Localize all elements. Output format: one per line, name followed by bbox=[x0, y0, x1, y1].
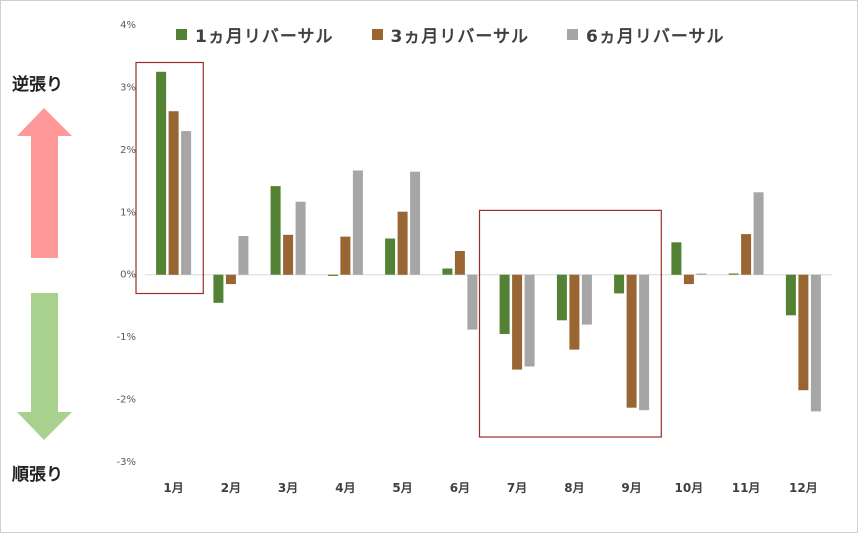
bar-2-10 bbox=[683, 274, 694, 285]
bar-2-7 bbox=[512, 274, 523, 370]
bar-2-5 bbox=[397, 211, 408, 275]
x-tick-label: 11月 bbox=[732, 481, 761, 495]
x-tick-label: 3月 bbox=[278, 481, 298, 495]
bar-2-9 bbox=[626, 274, 637, 408]
y-tick-label: -1% bbox=[117, 332, 136, 343]
bar-3-1 bbox=[181, 131, 192, 275]
bar-1-4 bbox=[327, 274, 338, 276]
x-tick-label: 9月 bbox=[621, 481, 641, 495]
bar-1-2 bbox=[213, 274, 224, 303]
legend-swatch-3m bbox=[371, 29, 383, 40]
y-tick-label: 4% bbox=[120, 20, 136, 31]
highlight-box-2 bbox=[478, 209, 662, 438]
bar-1-5 bbox=[385, 238, 396, 275]
bar-2-3 bbox=[283, 234, 294, 275]
up-arrow-icon bbox=[17, 108, 72, 258]
bar-3-3 bbox=[295, 201, 306, 275]
bar-3-6 bbox=[467, 274, 478, 330]
momentum-label: 順張り bbox=[12, 465, 63, 485]
x-tick-label: 10月 bbox=[675, 481, 704, 495]
bar-3-7 bbox=[524, 274, 535, 367]
bar-2-12 bbox=[798, 274, 809, 391]
y-tick-label: 0% bbox=[120, 270, 136, 281]
y-tick-label: 2% bbox=[120, 145, 136, 156]
bar-1-1 bbox=[156, 71, 167, 275]
bar-1-10 bbox=[671, 242, 682, 275]
bar-2-8 bbox=[569, 274, 580, 350]
bar-1-7 bbox=[499, 274, 510, 334]
bar-1-6 bbox=[442, 268, 453, 275]
bar-2-11 bbox=[741, 234, 752, 275]
legend-swatch-1m bbox=[176, 29, 187, 40]
bar-1-12 bbox=[785, 274, 796, 316]
bar-3-11 bbox=[753, 192, 764, 275]
x-tick-label: 5月 bbox=[392, 481, 412, 495]
bar-2-1 bbox=[168, 111, 179, 275]
contrarian-label: 逆張り bbox=[12, 75, 63, 95]
legend-item-3m: 3ヵ月リバーサル bbox=[371, 22, 530, 47]
bar-3-10 bbox=[696, 273, 707, 275]
bar-1-8 bbox=[556, 274, 567, 321]
y-tick-label: -3% bbox=[117, 457, 136, 468]
bar-3-5 bbox=[410, 171, 421, 275]
bar-2-4 bbox=[340, 236, 351, 275]
bar-2-2 bbox=[225, 274, 236, 285]
down-arrow-icon bbox=[17, 293, 72, 440]
x-tick-label: 6月 bbox=[450, 481, 470, 495]
legend-label-3m: 3ヵ月リバーサル bbox=[390, 27, 529, 47]
legend-label-1m: 1ヵ月リバーサル bbox=[195, 27, 334, 47]
bar-3-12 bbox=[810, 274, 821, 412]
x-tick-label: 4月 bbox=[335, 481, 355, 495]
y-tick-label: 3% bbox=[120, 82, 136, 93]
bar-1-11 bbox=[728, 273, 739, 275]
x-tick-label: 7月 bbox=[507, 481, 527, 495]
y-tick-label: -2% bbox=[117, 395, 136, 406]
bar-2-6 bbox=[454, 251, 465, 275]
bar-3-4 bbox=[352, 170, 363, 275]
legend: 1ヵ月リバーサル 3ヵ月リバーサル 6ヵ月リバーサル bbox=[176, 22, 725, 47]
bar-1-3 bbox=[270, 186, 281, 275]
legend-item-6m: 6ヵ月リバーサル bbox=[567, 22, 725, 47]
legend-label-6m: 6ヵ月リバーサル bbox=[586, 27, 725, 47]
legend-swatch-6m bbox=[567, 29, 578, 40]
legend-item-1m: 1ヵ月リバーサル bbox=[176, 22, 334, 47]
bar-1-9 bbox=[614, 274, 625, 294]
y-tick-label: 1% bbox=[120, 207, 136, 218]
x-tick-label: 8月 bbox=[564, 481, 584, 495]
bar-3-9 bbox=[639, 274, 650, 411]
bar-3-2 bbox=[238, 236, 249, 275]
x-tick-label: 12月 bbox=[789, 481, 818, 495]
bar-3-8 bbox=[581, 274, 592, 325]
x-tick-label: 2月 bbox=[221, 481, 241, 495]
highlight-box-1 bbox=[135, 61, 204, 295]
x-tick-label: 1月 bbox=[163, 481, 183, 495]
